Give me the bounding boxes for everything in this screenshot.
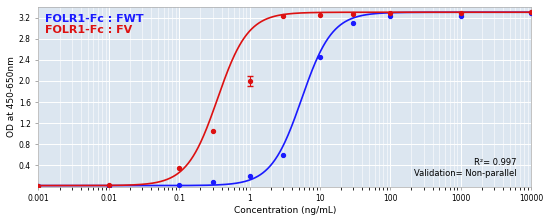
- Point: [349, 12, 358, 16]
- Point: [208, 181, 217, 184]
- Point: [279, 153, 288, 157]
- Point: [208, 129, 217, 133]
- Text: R²= 0.997
Validation= Non-parallel: R²= 0.997 Validation= Non-parallel: [414, 158, 516, 178]
- Point: [245, 79, 254, 83]
- Point: [526, 10, 535, 14]
- Y-axis label: OD at 450-650nm: OD at 450-650nm: [7, 56, 16, 137]
- Point: [316, 55, 324, 59]
- Point: [34, 184, 43, 187]
- Point: [104, 183, 113, 186]
- Point: [386, 12, 395, 15]
- Point: [34, 184, 43, 187]
- X-axis label: Concentration (ng/mL): Concentration (ng/mL): [234, 206, 336, 215]
- Point: [175, 183, 184, 186]
- Point: [349, 21, 358, 25]
- Point: [386, 15, 395, 18]
- Point: [316, 13, 324, 17]
- Point: [456, 12, 465, 15]
- Point: [245, 174, 254, 178]
- Legend: FOLR1-Fc : FWT, FOLR1-Fc : FV: FOLR1-Fc : FWT, FOLR1-Fc : FV: [42, 10, 147, 39]
- Point: [104, 184, 113, 187]
- Point: [175, 166, 184, 170]
- Point: [279, 15, 288, 18]
- Point: [456, 15, 465, 18]
- Point: [526, 12, 535, 15]
